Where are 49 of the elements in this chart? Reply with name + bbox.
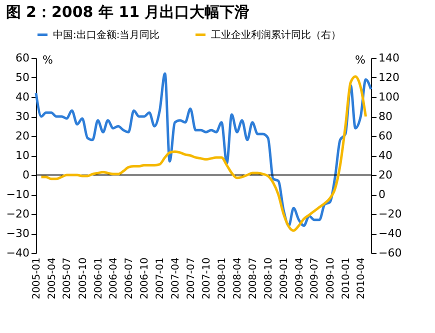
x-tick-label: 2008-07	[248, 258, 259, 300]
x-tick-label: 2005-07	[62, 258, 74, 300]
y2-tick-label: 60	[378, 130, 392, 142]
y2-tick-label: 80	[378, 110, 392, 123]
y-tick-label: 60	[16, 52, 30, 64]
x-tick-label: 2009-07	[310, 258, 321, 300]
y2-axis-title: %	[355, 54, 366, 66]
y-axis-title: %	[42, 54, 53, 66]
x-tick-label: 2005-01	[32, 258, 42, 300]
y-tick-label: 10	[16, 149, 30, 162]
x-tick-label: 2006-10	[140, 258, 151, 300]
y2-tick-label: −40	[378, 227, 402, 240]
x-tick-label: 2009-10	[325, 258, 336, 300]
y-tick-label: −30	[6, 227, 30, 240]
x-tick-label: 2007-07	[186, 258, 197, 300]
legend-label: 工业企业利润累计同比（右）	[211, 28, 341, 41]
y-tick-label: 30	[16, 110, 30, 123]
y2-tick-label: 0	[378, 188, 386, 201]
y-tick-label: −40	[6, 246, 30, 260]
x-tick-label: 2008-04	[232, 258, 244, 300]
x-tick-label: 2005-04	[46, 258, 58, 300]
y2-tick-label: 40	[378, 149, 392, 162]
x-tick-label: 2007-01	[155, 258, 166, 300]
x-tick-label: 2010-04	[356, 258, 368, 300]
x-tick-label: 2006-04	[108, 258, 120, 300]
x-tick-label: 2005-10	[78, 258, 89, 300]
y-tick-label: 20	[16, 130, 30, 142]
y2-tick-label: −60	[378, 246, 402, 260]
y2-tick-label: 140	[378, 52, 400, 64]
chart-title: 图 2：2008 年 11 月出口大幅下滑	[6, 3, 250, 21]
legend-label: 中国:出口金额:当月同比	[53, 28, 160, 41]
x-tick-label: 2010-01	[340, 258, 352, 300]
y2-tick-label: −20	[378, 208, 402, 220]
y-tick-label: −10	[6, 188, 30, 201]
y2-tick-label: 100	[378, 90, 400, 104]
x-tick-label: 2009-01	[279, 258, 290, 300]
x-tick-label: 2008-10	[263, 258, 274, 300]
y-tick-label: −20	[6, 208, 30, 220]
x-tick-label: 2006-01	[93, 258, 104, 300]
x-tick-label: 2008-01	[217, 258, 228, 300]
x-tick-label: 2009-04	[294, 258, 306, 300]
x-tick-label: 2007-10	[201, 258, 212, 300]
x-tick-label: 2007-04	[170, 258, 182, 300]
y-tick-label: 50	[16, 71, 30, 84]
x-tick-label: 2006-07	[124, 258, 136, 300]
y-tick-label: 0	[22, 168, 30, 182]
y2-tick-label: 20	[378, 168, 392, 182]
y-tick-label: 40	[16, 90, 30, 104]
y2-tick-label: 120	[378, 71, 400, 84]
